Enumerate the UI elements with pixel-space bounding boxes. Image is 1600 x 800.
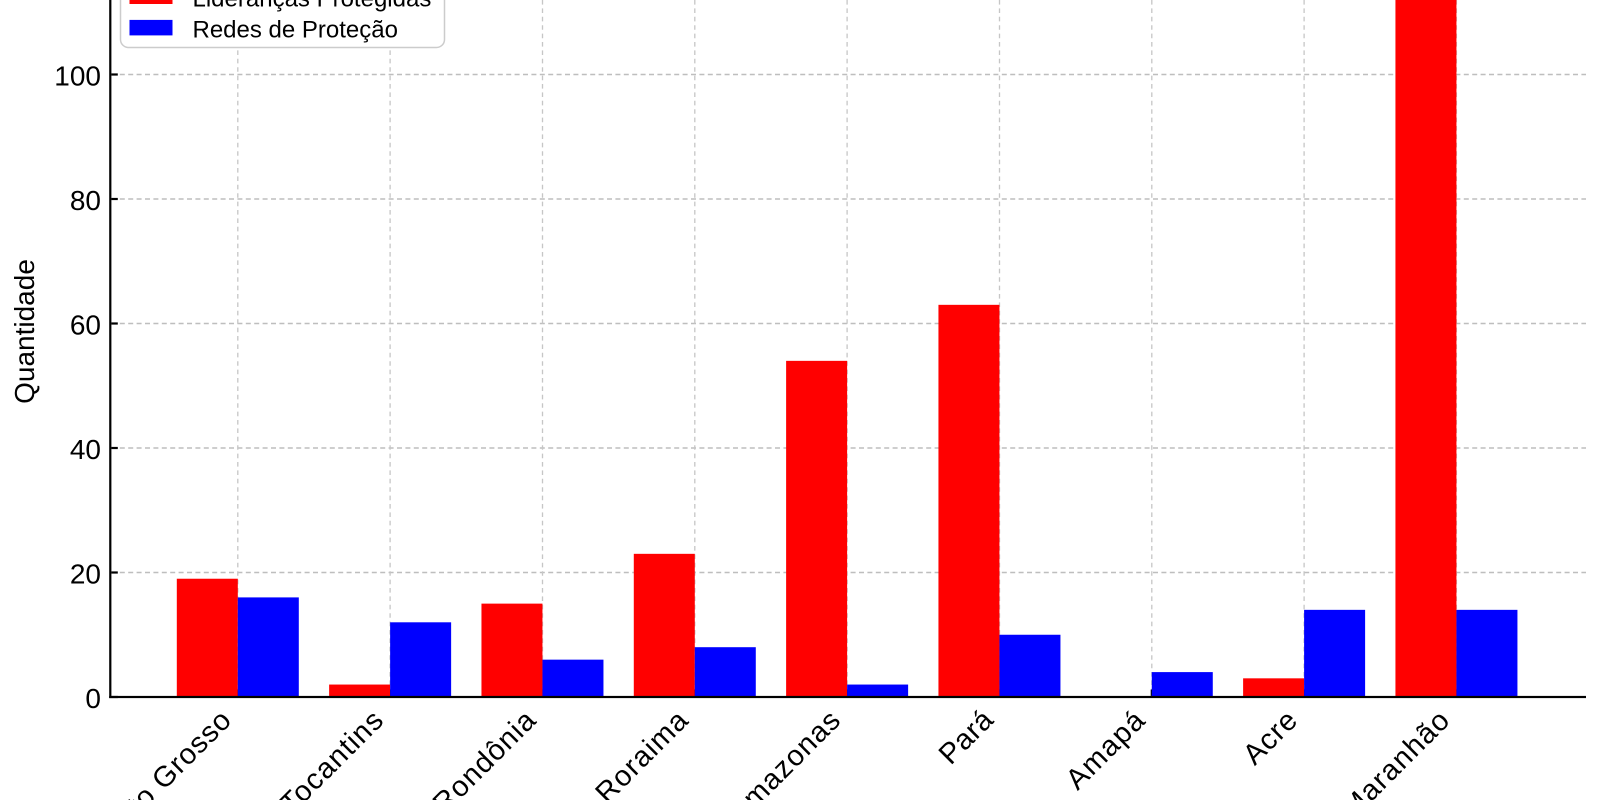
- svg-text:100: 100: [54, 61, 101, 92]
- svg-text:Lideranças Protegidas: Lideranças Protegidas: [193, 0, 432, 13]
- svg-text:0: 0: [85, 683, 101, 714]
- svg-text:Quantidade: Quantidade: [9, 259, 40, 404]
- svg-text:80: 80: [70, 185, 101, 216]
- svg-text:Redes de Proteção: Redes de Proteção: [193, 17, 398, 44]
- svg-text:40: 40: [70, 434, 101, 465]
- svg-text:60: 60: [70, 310, 101, 341]
- svg-text:20: 20: [70, 559, 101, 590]
